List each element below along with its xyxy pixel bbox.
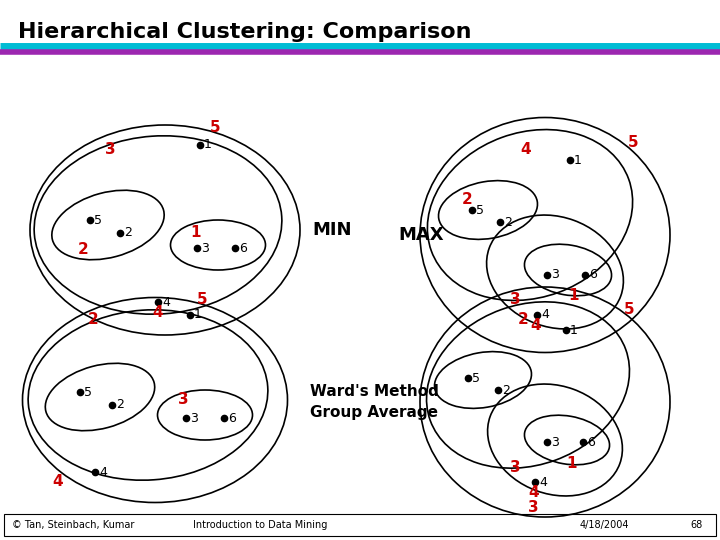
Text: Ward's Method: Ward's Method — [310, 384, 439, 400]
Text: Introduction to Data Mining: Introduction to Data Mining — [193, 520, 327, 530]
Text: Hierarchical Clustering: Comparison: Hierarchical Clustering: Comparison — [18, 22, 472, 42]
Text: 2: 2 — [78, 242, 89, 257]
Text: 3: 3 — [178, 392, 189, 407]
Text: 4: 4 — [541, 308, 549, 321]
Text: 2: 2 — [116, 399, 124, 411]
Text: 3: 3 — [551, 268, 559, 281]
Text: 2: 2 — [124, 226, 132, 240]
Text: 2: 2 — [504, 215, 512, 228]
Text: 5: 5 — [476, 204, 484, 217]
Text: 1: 1 — [204, 138, 212, 152]
Text: Group Average: Group Average — [310, 404, 438, 420]
Text: 4: 4 — [530, 318, 541, 333]
Text: 4/18/2004: 4/18/2004 — [580, 520, 629, 530]
Text: 5: 5 — [472, 372, 480, 384]
Text: 3: 3 — [510, 460, 521, 475]
Text: 6: 6 — [228, 411, 236, 424]
Text: 5: 5 — [84, 386, 92, 399]
Text: © Tan, Steinbach, Kumar: © Tan, Steinbach, Kumar — [12, 520, 135, 530]
Text: 4: 4 — [152, 305, 163, 320]
Text: 2: 2 — [462, 192, 473, 207]
Text: 68: 68 — [690, 520, 702, 530]
Text: 4: 4 — [520, 142, 531, 157]
Text: MIN: MIN — [312, 221, 351, 239]
Text: 3: 3 — [510, 292, 521, 307]
Text: 1: 1 — [568, 288, 578, 303]
Text: 1: 1 — [194, 308, 202, 321]
Text: 3: 3 — [201, 241, 209, 254]
Text: 2: 2 — [502, 383, 510, 396]
Text: 4: 4 — [162, 295, 170, 308]
Text: 1: 1 — [574, 153, 582, 166]
Text: 5: 5 — [628, 135, 639, 150]
Text: 5: 5 — [210, 120, 220, 135]
Text: 3: 3 — [190, 411, 198, 424]
Text: 2: 2 — [518, 312, 528, 327]
Text: 5: 5 — [624, 302, 634, 317]
Text: 3: 3 — [105, 142, 116, 157]
Text: 6: 6 — [587, 435, 595, 449]
Text: 1: 1 — [190, 225, 200, 240]
Text: 6: 6 — [239, 241, 247, 254]
Text: MAX: MAX — [398, 226, 444, 244]
Text: 3: 3 — [528, 500, 539, 515]
Text: 5: 5 — [197, 292, 207, 307]
Text: 4: 4 — [539, 476, 547, 489]
Text: 3: 3 — [551, 435, 559, 449]
Text: 4: 4 — [528, 485, 539, 500]
Text: 1: 1 — [570, 323, 578, 336]
Text: 1: 1 — [566, 456, 577, 471]
Text: 6: 6 — [589, 268, 597, 281]
Text: 5: 5 — [94, 213, 102, 226]
Text: 4: 4 — [99, 465, 107, 478]
Text: 2: 2 — [88, 312, 99, 327]
Text: 4: 4 — [52, 474, 63, 489]
Bar — [4, 514, 716, 536]
